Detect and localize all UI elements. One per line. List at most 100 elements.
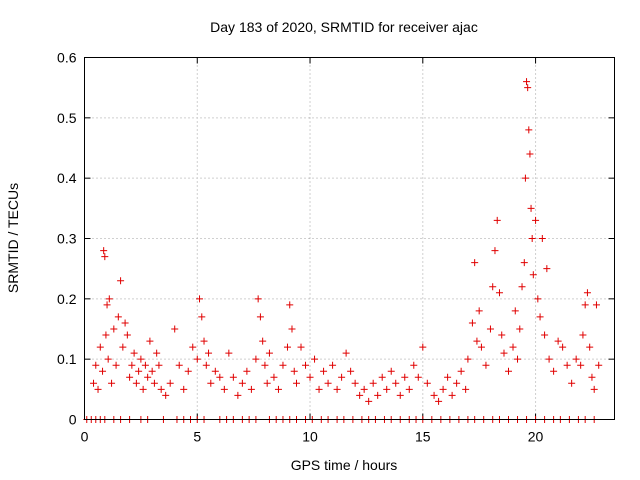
- data-point: [139, 385, 147, 393]
- x-axis-label: GPS time / hours: [291, 457, 398, 473]
- y-tick-label: 0.3: [57, 231, 77, 247]
- data-point: [128, 361, 136, 369]
- data-point: [514, 355, 522, 363]
- y-tick-label: 0.4: [57, 170, 77, 186]
- data-point: [516, 325, 524, 333]
- data-point: [320, 367, 328, 375]
- data-point: [135, 367, 143, 375]
- data-point: [114, 313, 122, 321]
- data-point: [529, 271, 537, 279]
- data-point: [525, 126, 533, 134]
- data-point: [112, 361, 120, 369]
- data-point: [568, 379, 576, 387]
- data-point: [225, 349, 233, 357]
- data-point: [90, 379, 98, 387]
- data-point: [333, 385, 341, 393]
- data-point: [175, 361, 183, 369]
- data-point: [144, 373, 152, 381]
- data-point: [477, 343, 485, 351]
- data-point: [207, 379, 215, 387]
- data-point: [108, 379, 116, 387]
- data-point: [132, 379, 140, 387]
- grid: [84, 57, 615, 420]
- data-point: [119, 343, 127, 351]
- data-point: [338, 373, 346, 381]
- data-point: [462, 385, 470, 393]
- data-point: [100, 247, 108, 255]
- data-point: [290, 367, 298, 375]
- data-point: [419, 343, 427, 351]
- data-point: [220, 385, 228, 393]
- data-point: [387, 367, 395, 375]
- chart-title: Day 183 of 2020, SRMTID for receiver aja…: [210, 19, 478, 35]
- data-point: [563, 361, 571, 369]
- data-point: [146, 337, 154, 345]
- data-point: [486, 325, 494, 333]
- data-point: [205, 349, 213, 357]
- data-point: [577, 361, 585, 369]
- data-point: [202, 361, 210, 369]
- data-point: [351, 379, 359, 387]
- data-point: [306, 373, 314, 381]
- data-point: [374, 391, 382, 399]
- data-point: [526, 150, 534, 158]
- data-point: [369, 379, 377, 387]
- data-point: [392, 379, 400, 387]
- data-point: [148, 367, 156, 375]
- data-point: [410, 361, 418, 369]
- data-point: [265, 349, 273, 357]
- data-point: [518, 283, 526, 291]
- data-point: [102, 331, 110, 339]
- data-point: [288, 325, 296, 333]
- data-point: [234, 391, 242, 399]
- y-tick-label: 0.2: [57, 291, 77, 307]
- data-point: [581, 301, 589, 309]
- y-tick-label: 0.1: [57, 351, 77, 367]
- data-point: [473, 337, 481, 345]
- data-point: [104, 355, 112, 363]
- data-point: [162, 391, 170, 399]
- data-point: [270, 373, 278, 381]
- data-point: [401, 373, 409, 381]
- data-point: [559, 343, 567, 351]
- data-point: [579, 331, 587, 339]
- data-point: [414, 373, 422, 381]
- data-point: [435, 397, 443, 405]
- data-point: [595, 361, 603, 369]
- data-point: [396, 391, 404, 399]
- data-point: [572, 355, 580, 363]
- data-point: [324, 379, 332, 387]
- data-point: [184, 367, 192, 375]
- data-point: [180, 385, 188, 393]
- data-point: [360, 385, 368, 393]
- data-point: [150, 379, 158, 387]
- data-point: [491, 247, 499, 255]
- data-point: [588, 373, 596, 381]
- data-point: [130, 349, 138, 357]
- data-point: [329, 361, 337, 369]
- data-point: [520, 259, 528, 267]
- data-point: [493, 216, 501, 224]
- data-point: [468, 319, 476, 327]
- data-point: [545, 355, 553, 363]
- data-point: [200, 337, 208, 345]
- data-point: [471, 259, 479, 267]
- data-point: [534, 295, 542, 303]
- data-point: [193, 355, 201, 363]
- data-point: [550, 367, 558, 375]
- data-point: [96, 343, 104, 351]
- data-point: [293, 379, 300, 387]
- data-point: [196, 295, 204, 303]
- data-point: [489, 283, 497, 291]
- data-point: [505, 367, 512, 375]
- data-point: [103, 301, 111, 309]
- data-point: [453, 379, 461, 387]
- data-point: [283, 343, 291, 351]
- data-point: [444, 373, 452, 381]
- data-point: [498, 331, 506, 339]
- data-point: [527, 204, 535, 212]
- data-point: [121, 319, 129, 327]
- data-point: [110, 325, 118, 333]
- data-point: [538, 235, 546, 242]
